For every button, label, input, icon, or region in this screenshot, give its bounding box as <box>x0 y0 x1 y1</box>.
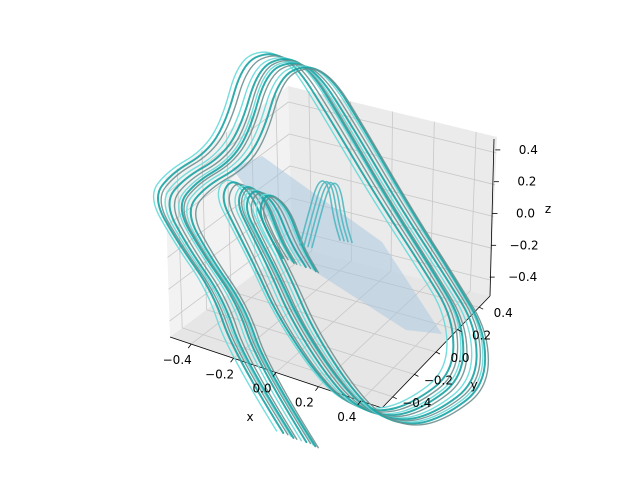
y-tick-label-4: 0.4 <box>494 306 513 320</box>
streamline-6 <box>178 61 473 442</box>
streamline-7 <box>180 62 478 444</box>
x-tick-label-4: 0.4 <box>337 410 356 424</box>
y-axis-label: y <box>470 378 477 392</box>
streamline-3 <box>164 57 462 438</box>
x-tick-label-1: −0.2 <box>205 367 234 381</box>
grid-x-back-4 <box>469 131 477 292</box>
y-tick-label-1: −0.2 <box>424 373 453 387</box>
streamline-0 <box>152 51 448 432</box>
streamline-11 <box>195 68 490 449</box>
y-tick-3 <box>457 329 462 332</box>
streamlines <box>152 51 490 449</box>
streamline-1 <box>157 53 455 434</box>
y-tick-label-2: 0.0 <box>450 351 469 365</box>
inner-loop-0 <box>299 180 341 246</box>
streamline-5 <box>173 59 468 440</box>
x-tick-label-2: 0.0 <box>252 382 271 396</box>
z-tick-label-0: −0.4 <box>508 270 537 284</box>
grid-z-back-4 <box>288 101 497 154</box>
z-tick-label-3: 0.2 <box>517 175 536 189</box>
y-tick-label-3: 0.2 <box>472 329 491 343</box>
streamline-2 <box>160 55 459 436</box>
streamline-4 <box>168 58 465 439</box>
axis-ticks: −0.4−0.20.00.20.4−0.4−0.20.00.20.4−0.4−0… <box>163 143 539 424</box>
inner-loop-3 <box>311 182 353 249</box>
inner-loop-2 <box>307 181 349 248</box>
y-tick-label-0: −0.4 <box>402 396 431 410</box>
y-tick-0 <box>392 396 397 400</box>
x-tick-label-0: −0.4 <box>163 353 192 367</box>
z-tick-label-2: 0.0 <box>516 207 535 221</box>
inner-loop-1 <box>303 180 345 247</box>
streamline-10 <box>189 66 487 448</box>
x-tick-0 <box>187 343 192 349</box>
grid-z-back-3 <box>289 133 495 186</box>
streamline-8 <box>183 64 482 445</box>
y-tick-4 <box>479 306 484 310</box>
x-tick-1 <box>230 358 234 363</box>
x-tick-2 <box>272 372 277 377</box>
separatrix-plane <box>232 156 442 334</box>
z-tick-label-1: −0.2 <box>510 238 539 252</box>
y-tick-2 <box>435 351 441 355</box>
x-tick-label-3: 0.2 <box>295 396 314 410</box>
z-axis-label: z <box>545 202 551 216</box>
x-axis-label: x <box>246 410 253 424</box>
grid-y-floor-2 <box>230 291 437 353</box>
y-tick-1 <box>414 374 419 377</box>
x-tick-3 <box>315 386 319 391</box>
x-tick-4 <box>357 400 362 406</box>
z-tick-label-4: 0.4 <box>519 143 538 157</box>
streamline-9 <box>186 65 484 446</box>
z-axis-line <box>489 138 495 297</box>
grid-x-floor-4 <box>360 290 471 402</box>
